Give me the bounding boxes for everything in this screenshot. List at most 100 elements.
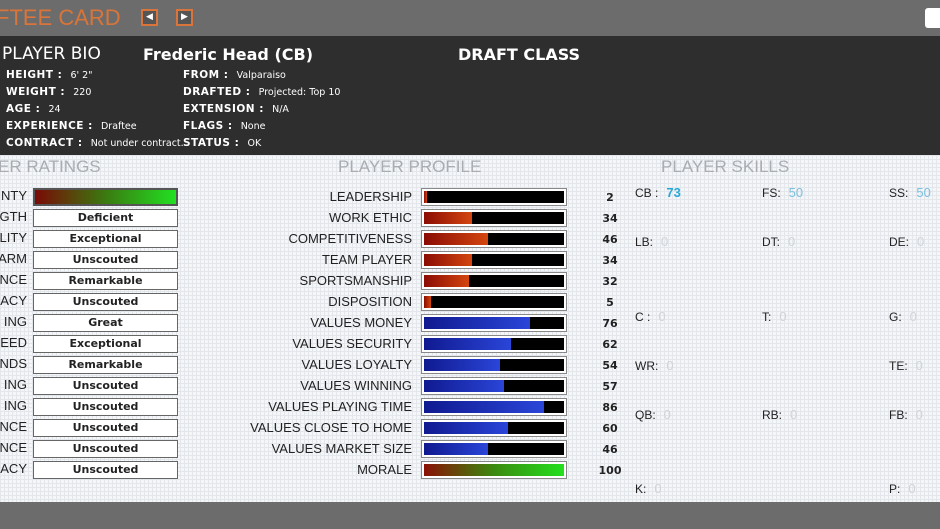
profile-bar — [421, 461, 567, 479]
rating-label: ACY — [0, 461, 27, 476]
bio-field: FLAGS : None — [183, 120, 265, 132]
skill-item: P: 0 — [889, 481, 916, 496]
profile-bar-fill — [424, 380, 504, 392]
profile-bar — [421, 398, 567, 416]
profile-label: VALUES MARKET SIZE — [271, 441, 412, 456]
ratings-title: ER RATINGS — [0, 157, 101, 176]
profile-bar-fill — [424, 317, 531, 329]
skill-value: 0 — [658, 309, 666, 324]
skill-position: LB: — [635, 235, 654, 249]
profile-bar-track — [424, 191, 564, 203]
skill-item: FS: 50 — [762, 185, 803, 200]
main-panel: ER RATINGS PLAYER PROFILE PLAYER SKILLS … — [0, 155, 940, 502]
profile-bar — [421, 188, 567, 206]
profile-label: VALUES MONEY — [310, 315, 412, 330]
profile-bar-fill — [424, 275, 469, 287]
bio-field-value: Projected: Top 10 — [258, 87, 341, 98]
profile-bar-fill — [424, 296, 431, 308]
bio-field-label: STATUS : — [183, 137, 240, 149]
skill-value: 0 — [661, 234, 669, 249]
profile-bar-track — [424, 443, 564, 455]
skill-position: FS: — [762, 186, 781, 200]
skill-value: 0 — [779, 309, 787, 324]
skill-position: P: — [889, 482, 901, 496]
skill-item: K: 0 — [635, 481, 662, 496]
profile-bar-track — [424, 212, 564, 224]
profile-value: 34 — [602, 212, 618, 225]
skills-title: PLAYER SKILLS — [661, 157, 790, 176]
profile-bar — [421, 314, 567, 332]
rating-value-box: Remarkable — [33, 272, 178, 290]
profile-label: COMPETITIVENESS — [288, 231, 412, 246]
bio-field: HEIGHT : 6' 2" — [6, 69, 93, 81]
skill-item: LB: 0 — [635, 234, 668, 249]
rating-label: ING — [3, 314, 27, 329]
profile-bar-fill — [424, 212, 472, 224]
skill-item: FB: 0 — [889, 407, 923, 422]
profile-bar — [421, 440, 567, 458]
skill-position: T: — [762, 310, 772, 324]
skill-value: 0 — [788, 234, 796, 249]
bio-field: EXTENSION : N/A — [183, 103, 289, 115]
rating-value-box: Unscouted — [33, 377, 178, 395]
rating-label: LITY — [0, 230, 27, 245]
skill-position: QB: — [635, 408, 656, 422]
skill-value: 50 — [916, 185, 931, 200]
bio-field-label: EXPERIENCE : — [6, 120, 93, 132]
rating-label: ARM — [0, 251, 27, 266]
bio-field: DRAFTED : Projected: Top 10 — [183, 86, 340, 98]
bottom-bar — [0, 502, 940, 529]
skill-value: 0 — [654, 481, 662, 496]
bio-field-value: Not under contract. — [90, 138, 184, 149]
profile-value: 2 — [606, 191, 614, 204]
skill-item: DE: 0 — [889, 234, 924, 249]
profile-bar-fill — [424, 464, 564, 476]
bio-field-label: AGE : — [6, 103, 41, 115]
bio-field: STATUS : OK — [183, 137, 261, 149]
skill-position: DE: — [889, 235, 910, 249]
rating-value-box: Unscouted — [33, 398, 178, 416]
skill-value: 73 — [666, 185, 681, 200]
profile-label: WORK ETHIC — [328, 210, 412, 225]
bio-field: FROM : Valparaiso — [183, 69, 286, 81]
bio-field-label: FLAGS : — [183, 120, 233, 132]
profile-value: 57 — [602, 380, 618, 393]
profile-bar-fill — [424, 401, 545, 413]
skill-item: WR: 0 — [635, 358, 674, 373]
profile-label: VALUES LOYALTY — [301, 357, 412, 372]
draft-class-title: DRAFT CLASS — [458, 45, 581, 64]
profile-label: VALUES CLOSE TO HOME — [250, 420, 412, 435]
player-bio-panel: PLAYER BIO Frederic Head (CB) DRAFT CLAS… — [0, 36, 940, 155]
profile-label: TEAM PLAYER — [321, 252, 412, 267]
rating-value-box: Remarkable — [33, 356, 178, 374]
skill-item: RB: 0 — [762, 407, 797, 422]
profile-bar-track — [424, 464, 564, 476]
profile-value: 100 — [598, 464, 622, 477]
profile-label: SPORTSMANSHIP — [299, 273, 412, 288]
profile-bar-fill — [424, 443, 489, 455]
profile-bar-track — [424, 254, 564, 266]
skill-position: FB: — [889, 408, 908, 422]
profile-bar-track — [424, 422, 564, 434]
page-title: FTEE CARD — [0, 5, 121, 30]
profile-value: 86 — [602, 401, 618, 414]
profile-bar — [421, 335, 567, 353]
profile-value: 32 — [602, 275, 618, 288]
profile-label: LEADERSHIP — [329, 189, 412, 204]
profile-bar — [421, 293, 567, 311]
next-player-button[interactable]: ▶ — [176, 9, 193, 26]
bio-field-label: CONTRACT : — [6, 137, 83, 149]
skill-value: 0 — [790, 407, 798, 422]
rating-value-box: Exceptional — [33, 230, 178, 248]
skill-value: 0 — [908, 481, 916, 496]
skill-item: QB: 0 — [635, 407, 671, 422]
profile-bar — [421, 251, 567, 269]
arrow-right-icon: ▶ — [181, 12, 188, 22]
title-bar: FTEE CARD ◀ ▶ — [0, 0, 940, 36]
prev-player-button[interactable]: ◀ — [141, 9, 158, 26]
profile-label: DISPOSITION — [328, 294, 412, 309]
rating-label: NCE — [0, 272, 27, 287]
close-button[interactable] — [925, 8, 940, 28]
skill-item: C : 0 — [635, 309, 666, 324]
skill-position: SS: — [889, 186, 909, 200]
